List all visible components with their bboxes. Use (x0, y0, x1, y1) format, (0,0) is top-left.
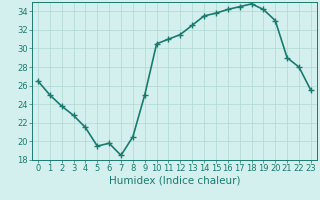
X-axis label: Humidex (Indice chaleur): Humidex (Indice chaleur) (109, 176, 240, 186)
